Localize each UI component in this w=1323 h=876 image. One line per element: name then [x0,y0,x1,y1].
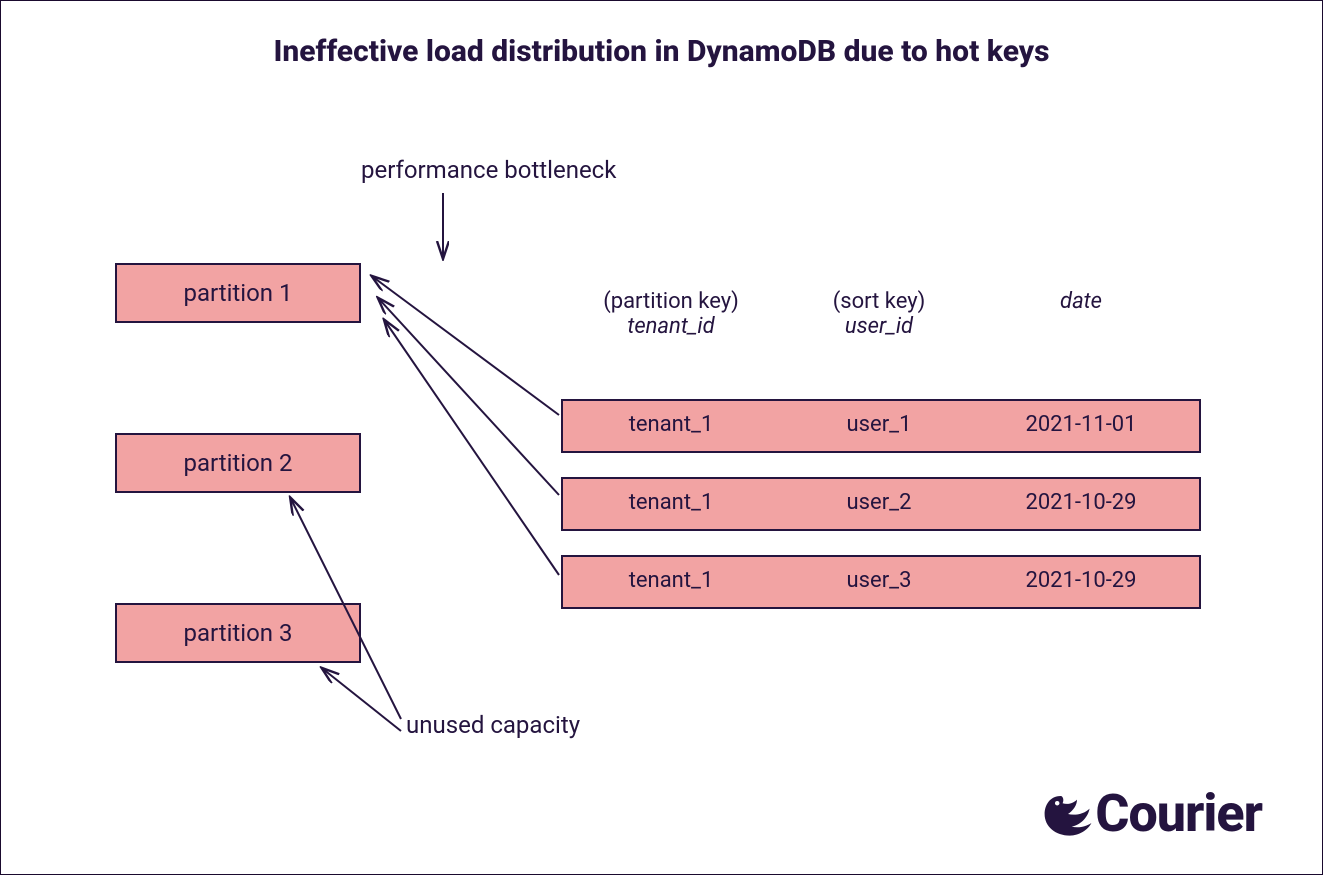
col-header-partition-key-paren: (partition key) [561,289,781,314]
courier-logo: Courier [1041,783,1262,844]
row-2-user: user_2 [769,490,989,515]
row-3-tenant: tenant_1 [561,568,781,593]
col-header-date: date [971,289,1191,314]
row-2-tenant: tenant_1 [561,490,781,515]
row-2-date: 2021-10-29 [971,490,1191,515]
row1-to-p1 [373,277,559,415]
row-3-user: user_3 [769,568,989,593]
partition-3-label: partition 3 [183,619,292,647]
col-header-partition-key: (partition key) tenant_id [561,289,781,339]
unused-capacity-label: unused capacity [406,711,580,739]
col-header-sort-key-paren: (sort key) [769,289,989,314]
row-1-tenant: tenant_1 [561,412,781,437]
row2-to-p1 [379,299,559,495]
row-1-date: 2021-11-01 [971,412,1191,437]
col-header-sort-key: (sort key) user_id [769,289,989,339]
col-header-date-name: date [971,289,1191,314]
partition-2-label: partition 2 [183,449,292,477]
partition-2-box: partition 2 [115,433,361,493]
row-1-user: user_1 [769,412,989,437]
partition-1-label: partition 1 [183,279,292,307]
unused-to-p3 [323,669,401,731]
diagram-canvas: Ineffective load distribution in DynamoD… [0,0,1323,875]
row3-to-p1 [385,321,559,575]
bottleneck-label: performance bottleneck [361,156,616,184]
partition-3-box: partition 3 [115,603,361,663]
row-3-date: 2021-10-29 [971,568,1191,593]
bird-icon [1041,787,1095,841]
col-header-partition-key-name: tenant_id [561,314,781,339]
diagram-title: Ineffective load distribution in DynamoD… [1,34,1322,69]
partition-1-box: partition 1 [115,263,361,323]
col-header-sort-key-name: user_id [769,314,989,339]
courier-logo-text: Courier [1095,783,1262,844]
